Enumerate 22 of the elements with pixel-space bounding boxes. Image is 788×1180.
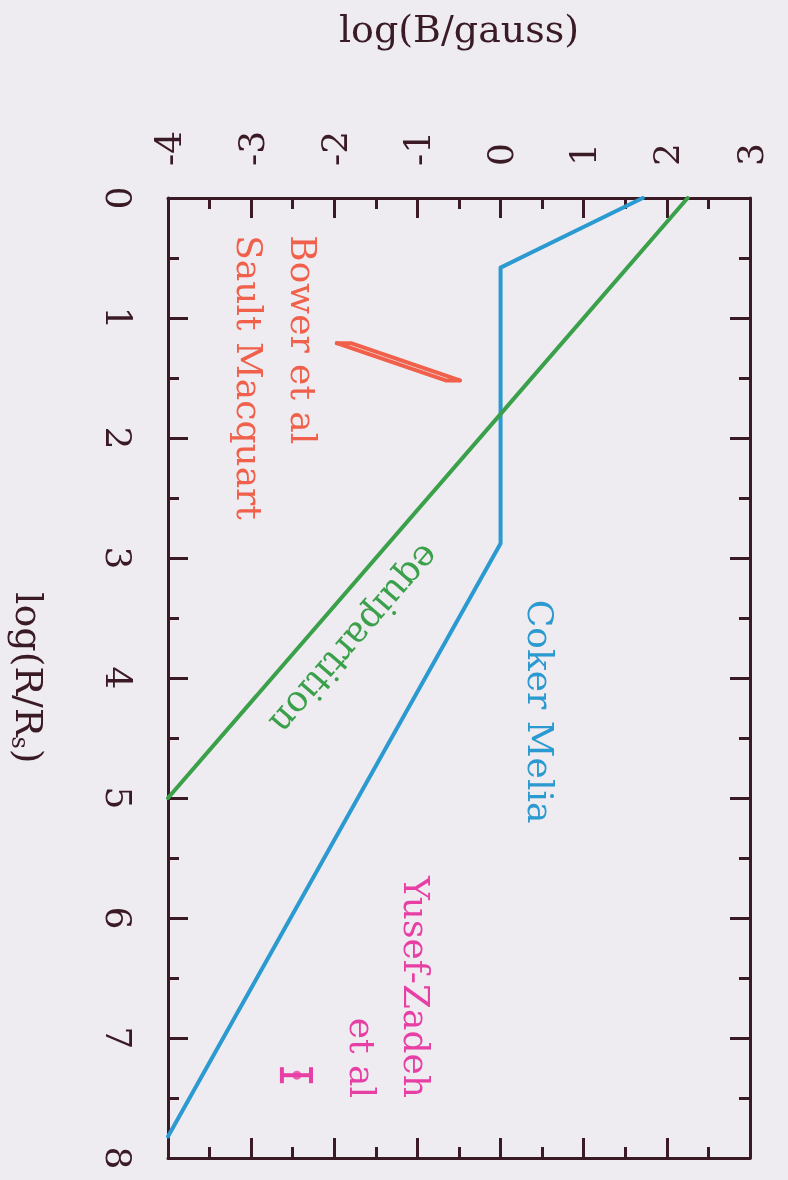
y-tick-label: 1 bbox=[97, 306, 139, 330]
x-tick-label: -1 bbox=[396, 130, 438, 166]
x-tick-label: 2 bbox=[646, 143, 688, 166]
x-tick-label: -3 bbox=[230, 130, 272, 166]
y-axis-title: log(R/Rs) bbox=[6, 592, 51, 764]
y-tick-label: 6 bbox=[97, 906, 139, 930]
y-tick-label: 3 bbox=[97, 546, 139, 570]
text: Bower et al Sault Macquart bbox=[228, 235, 324, 521]
x-tick-label: 3 bbox=[729, 143, 771, 166]
x-tick-label: 1 bbox=[563, 143, 605, 166]
y-tick-label: 2 bbox=[97, 426, 139, 450]
text: Coker Melia bbox=[519, 599, 561, 824]
y-tick-label: 8 bbox=[97, 1146, 139, 1170]
y-tick-label: 4 bbox=[97, 666, 139, 690]
y-tick-label: 7 bbox=[97, 1026, 139, 1050]
y-tick-label: 0 bbox=[97, 186, 139, 210]
x-tick-label: 0 bbox=[480, 143, 522, 166]
x-tick-label: -2 bbox=[313, 130, 355, 166]
y-tick-label: 5 bbox=[97, 786, 139, 810]
x-axis-title: log(B/gauss) bbox=[338, 7, 580, 51]
x-tick-label: -4 bbox=[147, 130, 189, 166]
text: Yusef-Zadeh et al bbox=[341, 875, 437, 1098]
